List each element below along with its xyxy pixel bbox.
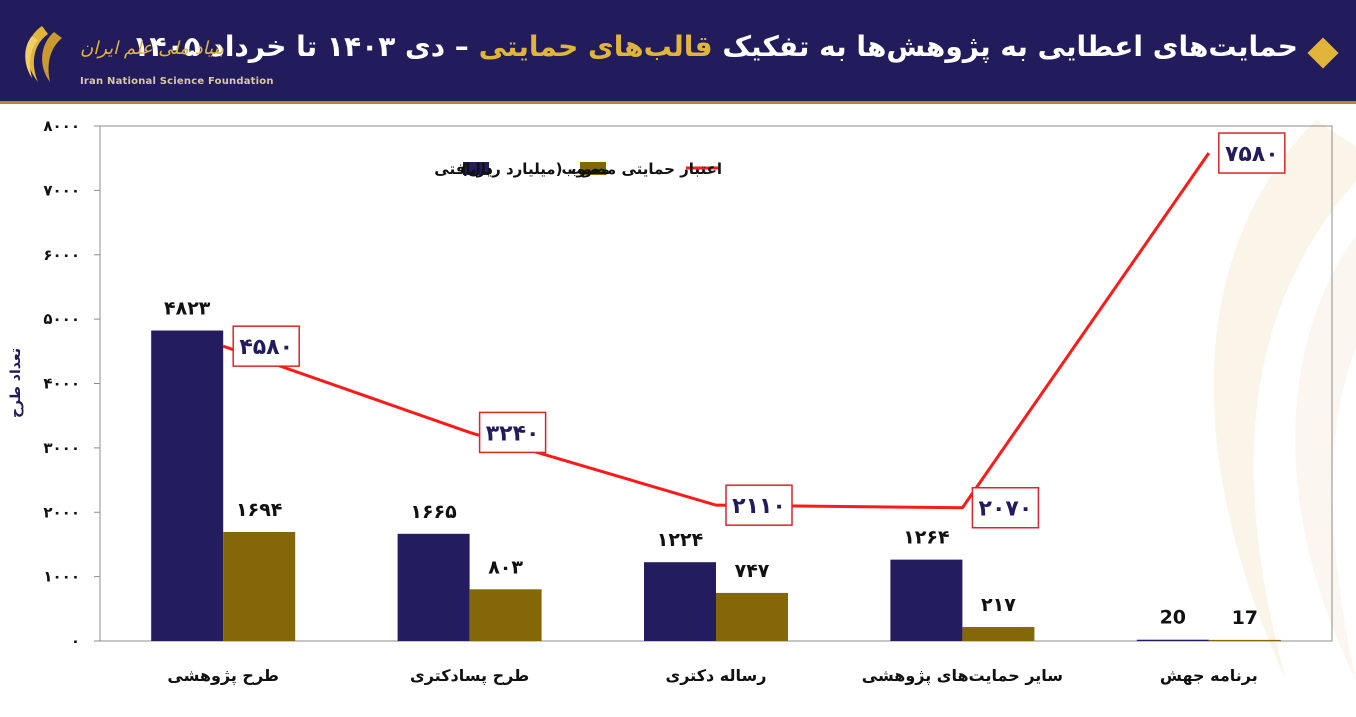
bar-data-label: ۱۶۹۴ [236,499,282,521]
bar-received [890,559,963,641]
x-category-label: طرح پژوهشی [167,666,279,686]
line-series-credit [222,152,1211,510]
bar-approved [469,589,542,641]
x-category-label: برنامه جهش [1160,666,1258,685]
x-category-label: طرح پسادکتری [410,666,529,686]
line-data-label: ۴۵۸۰ [239,335,293,360]
bar-data-label: ۱۲۲۴ [657,529,703,551]
title-highlight: قالب‌های حمایتی [478,30,713,63]
foundation-logo-icon [25,26,62,82]
legend-label: دریافتی [434,160,493,178]
y-tick-label: ۳۰۰۰ [43,439,80,457]
bar-data-label: ۱۲۶۴ [903,527,949,549]
legend-swatch [580,162,606,175]
y-tick-label: ۰ [71,632,80,650]
bar-approved [1208,639,1281,641]
line-data-label: ۲۰۷۰ [979,497,1033,522]
y-tick-label: ۵۰۰۰ [43,310,80,328]
bar-received [1136,639,1209,641]
bar-approved [962,627,1035,641]
bar-data-label: ۷۴۷ [735,560,770,582]
header-bar: حمایت‌های اعطایی به پژوهش‌ها به تفکیک قا… [0,0,1356,104]
line-label-box [971,486,1040,529]
y-tick-label: ۲۰۰۰ [43,503,80,521]
bar-data-label: 17 [1232,607,1258,629]
title-part1: حمایت‌های اعطایی به پژوهش‌ها به تفکیک [712,30,1298,63]
y-tick-label: ۶۰۰۰ [43,246,80,264]
bar-data-label: ۲۱۷ [981,594,1016,616]
y-tick-label: ۷۰۰۰ [43,181,80,199]
logo-text-fa: بنیاد ملی علم ایران [80,38,224,59]
bar-received [397,533,470,641]
legend-label: مصوب [561,160,610,178]
bar-data-label: ۴۸۲۳ [164,298,211,320]
title-part2: – دی ۱۴۰۳ تا خرداد ۱۴۰۵ [132,30,479,63]
line-label-box [1218,132,1286,174]
line-label-box [232,325,300,367]
y-axis-label: تعداد طرح [8,348,24,418]
page-title: حمایت‌های اعطایی به پژوهش‌ها به تفکیک قا… [132,30,1298,63]
x-category-label: رساله دکتری [666,666,767,685]
bar-data-label: ۸۰۳ [488,556,523,578]
y-tick-label: ۸۰۰۰ [43,117,80,135]
bar-received [644,562,716,641]
bar-approved [716,592,788,641]
line-data-label: ۷۵۸۰ [1225,142,1279,167]
logo-text-en: Iran National Science Foundation [80,76,274,87]
line-label-box [725,484,793,526]
y-tick-label: ۱۰۰۰ [43,568,80,586]
line-label-box [478,411,547,454]
x-category-label: سایر حمایت‌های پژوهشی [862,666,1063,686]
watermark-icon [1213,120,1356,680]
line-data-label: ۳۲۴۰ [486,421,540,446]
bar-approved [223,531,296,641]
legend-label: اعتبار حمایتی مصوب (میلیارد ریال) [461,160,722,178]
line-data-label: ۲۱۱۰ [732,494,786,519]
bar-received [151,330,224,641]
bar-data-label: ۱۶۶۵ [410,501,457,523]
bar-data-label: 20 [1160,607,1186,629]
y-tick-label: ۴۰۰۰ [43,375,80,393]
legend-swatch [463,162,489,175]
